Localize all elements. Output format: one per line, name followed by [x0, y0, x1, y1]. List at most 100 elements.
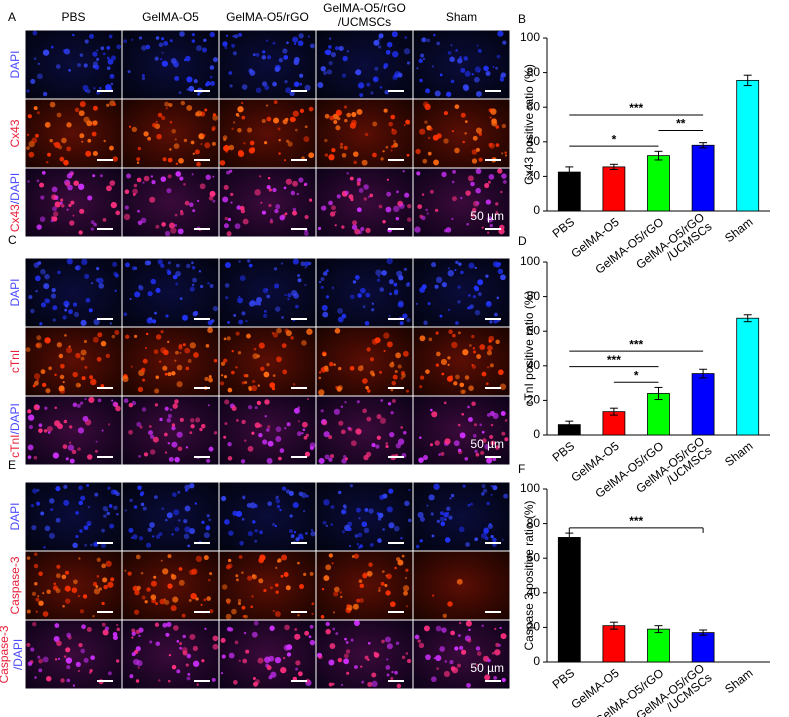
cell-signal — [464, 70, 471, 77]
cell-signal — [171, 441, 178, 448]
row-label: Cx43 — [8, 119, 22, 147]
cell-signal — [72, 371, 78, 378]
error-bar — [609, 407, 618, 416]
x-tick-label: GelMA-O5/rGO/UCMSCs — [633, 210, 714, 281]
cell-signal — [116, 513, 119, 516]
cell-signal — [487, 180, 491, 184]
cell-signal — [92, 120, 98, 126]
cell-signal — [459, 432, 466, 439]
cell-signal — [65, 657, 73, 664]
cell-signal — [27, 114, 32, 119]
cell-signal — [418, 457, 424, 463]
cell-signal — [404, 36, 408, 39]
cell-signal — [64, 181, 71, 187]
cell-signal — [467, 638, 472, 643]
cell-signal — [195, 555, 203, 563]
cell-signal — [292, 210, 298, 216]
cell-signal — [447, 51, 452, 55]
cell-signal — [397, 559, 404, 566]
cell-signal — [454, 646, 459, 651]
cell-signal — [66, 665, 71, 670]
cell-signal — [103, 584, 108, 590]
cell-signal — [427, 151, 432, 156]
cell-signal — [106, 185, 112, 192]
cell-signal — [106, 509, 109, 512]
micrograph — [25, 99, 122, 168]
cell-signal — [435, 351, 441, 357]
cell-signal — [356, 598, 361, 603]
cell-signal — [37, 595, 40, 598]
cell-signal — [292, 502, 299, 509]
cell-signal — [323, 499, 330, 506]
cell-signal — [489, 320, 493, 324]
cell-signal — [37, 261, 42, 265]
cell-signal — [349, 365, 355, 371]
cell-signal — [137, 485, 142, 491]
cell-signal — [352, 151, 359, 157]
cell-signal — [228, 144, 235, 151]
cell-signal — [465, 190, 471, 196]
cell-signal — [202, 134, 206, 137]
cell-signal — [96, 557, 101, 562]
cell-signal — [492, 537, 497, 543]
cell-signal — [207, 578, 211, 582]
cell-signal — [376, 512, 380, 516]
cell-signal — [285, 87, 292, 94]
cell-signal — [408, 488, 411, 492]
cell-signal — [176, 364, 183, 371]
cell-signal — [302, 509, 306, 513]
cell-signal — [238, 319, 244, 325]
cell-signal — [235, 331, 240, 336]
cell-signal — [487, 523, 493, 529]
cell-signal — [179, 31, 185, 37]
cell-signal — [251, 385, 258, 392]
cell-signal — [187, 359, 192, 363]
y-tick-label: 60 — [527, 323, 541, 337]
cell-signal — [406, 389, 410, 393]
cell-signal — [295, 537, 300, 542]
cell-signal — [191, 173, 194, 176]
cell-signal — [171, 533, 174, 536]
cell-signal — [38, 600, 44, 606]
cell-signal — [438, 453, 441, 456]
cell-signal — [97, 277, 104, 284]
cell-signal — [321, 304, 328, 311]
cell-signal — [142, 378, 146, 382]
cell-signal — [394, 670, 398, 675]
cell-signal — [340, 429, 346, 435]
cell-signal — [406, 61, 411, 65]
cell-signal — [107, 58, 114, 65]
cell-signal — [221, 374, 224, 377]
cell-signal — [334, 210, 337, 213]
cell-signal — [271, 386, 276, 391]
cell-signal — [338, 490, 342, 495]
cell-signal — [434, 284, 439, 289]
cell-signal — [72, 33, 75, 37]
cell-signal — [407, 282, 410, 285]
cell-signal — [340, 595, 343, 599]
cell-signal — [111, 334, 116, 339]
cell-signal — [439, 511, 444, 516]
cell-signal — [181, 613, 186, 618]
cell-signal — [140, 491, 145, 496]
cell-signal — [300, 261, 306, 267]
bar — [602, 166, 626, 212]
cell-signal — [183, 138, 188, 143]
cell-signal — [359, 93, 364, 98]
cell-signal — [106, 511, 111, 516]
cell-signal — [254, 422, 261, 429]
cell-signal — [205, 525, 211, 531]
cell-signal — [441, 171, 447, 178]
cell-signal — [33, 57, 37, 60]
cell-signal — [26, 642, 31, 648]
cell-signal — [406, 217, 412, 222]
cell-signal — [431, 65, 435, 68]
cell-signal — [230, 192, 234, 197]
cell-signal — [252, 676, 256, 680]
cell-signal — [264, 414, 267, 418]
cell-signal — [73, 579, 78, 585]
cell-signal — [88, 308, 93, 313]
cell-signal — [107, 423, 111, 426]
cell-signal — [26, 146, 30, 151]
